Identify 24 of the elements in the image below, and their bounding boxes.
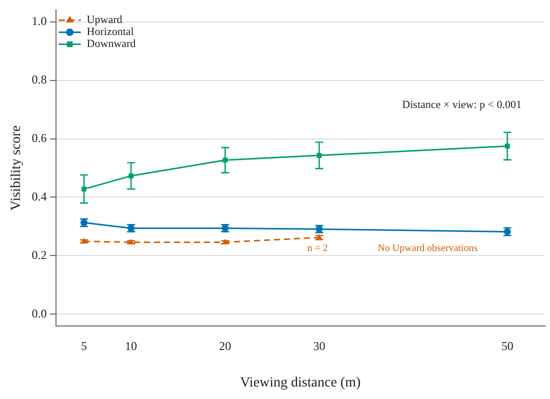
y-tick-label: 0.0 [32,306,47,320]
x-tick-label: 30 [313,339,326,354]
x-tick-label: 10 [125,339,138,354]
x-tick-label: 5 [81,339,88,354]
point [222,158,228,163]
point [128,173,134,178]
point [82,186,86,192]
annotation: n = 2 [307,243,328,254]
y-tick-label: 0.8 [32,72,47,86]
x-tick-label: 50 [501,339,514,354]
legend-label: Downward [86,38,136,50]
y-tick-label: 0.2 [32,248,47,262]
y-axis-title: Visibility score [9,125,24,211]
legend-label: Horizontal [86,26,134,38]
point [316,152,322,158]
x-axis-title: Viewing distance (m) [240,375,361,390]
y-tick-label: 0.4 [32,189,47,204]
annotation: Distance × view: p < 0.001 [402,98,522,111]
y-tick-label: 1.0 [32,14,47,28]
x-tick-label: 20 [219,339,232,354]
legend-label: Upward [86,14,123,26]
point [504,144,510,149]
annotation: No Upward observations [378,243,478,254]
y-tick-label: 0.6 [32,130,47,145]
